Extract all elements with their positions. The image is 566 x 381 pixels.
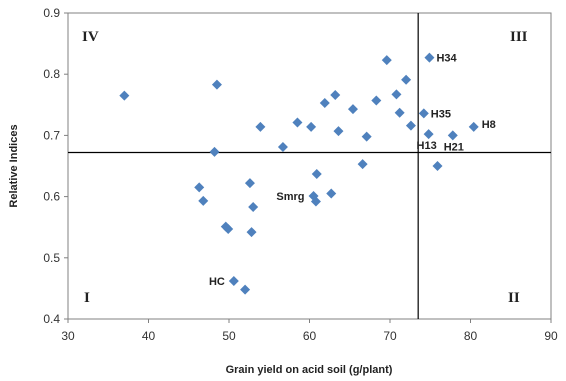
scatter-point bbox=[198, 195, 209, 206]
scatter-point bbox=[240, 284, 251, 295]
quadrant-label-iv: IV bbox=[82, 29, 99, 45]
scatter-point bbox=[432, 161, 443, 171]
scatter-point bbox=[447, 130, 458, 141]
y-tick-label: 0.8 bbox=[43, 67, 60, 81]
scatter-point bbox=[333, 126, 344, 137]
scatter-point bbox=[361, 131, 372, 142]
point-label-h35: H35 bbox=[431, 108, 451, 120]
scatter-point bbox=[391, 89, 402, 100]
x-tick-label: 30 bbox=[61, 329, 75, 343]
scatter-point bbox=[468, 121, 479, 132]
scatter-point bbox=[371, 95, 382, 106]
data-point-labels: HC Smrg H35 H13 H34 H21 H8 bbox=[209, 53, 496, 288]
scatter-point bbox=[244, 178, 255, 189]
y-tick-label: 0.9 bbox=[43, 6, 60, 20]
scatter-point bbox=[394, 107, 405, 118]
quadrant-label-ii: II bbox=[508, 290, 520, 306]
quadrant-label-iii: III bbox=[510, 29, 528, 45]
scatter-point bbox=[223, 224, 234, 235]
x-tick-label: 50 bbox=[222, 329, 236, 343]
y-tick-label: 0.5 bbox=[43, 251, 60, 265]
scatter-point bbox=[424, 52, 435, 63]
x-tick-label: 60 bbox=[303, 329, 317, 343]
y-tick-label: 0.4 bbox=[43, 312, 60, 326]
x-axis-ticks: 30 40 50 60 70 80 90 bbox=[61, 319, 558, 343]
quadrant-label-i: I bbox=[84, 290, 90, 306]
scatter-point bbox=[248, 202, 259, 213]
scatter-point bbox=[228, 276, 239, 287]
scatter-point bbox=[119, 90, 130, 101]
point-label-h21: H21 bbox=[444, 141, 464, 153]
scatter-point bbox=[277, 142, 288, 153]
scatter-point bbox=[311, 168, 322, 179]
scatter-point bbox=[319, 97, 330, 108]
scatter-point bbox=[292, 117, 303, 128]
plot-area-frame bbox=[67, 12, 552, 320]
x-tick-label: 40 bbox=[142, 329, 156, 343]
scatter-point bbox=[357, 159, 368, 170]
scatter-point bbox=[211, 79, 222, 90]
scatter-point bbox=[381, 55, 392, 66]
point-label-hc: HC bbox=[209, 276, 225, 288]
x-tick-label: 80 bbox=[464, 329, 478, 343]
point-label-h8: H8 bbox=[482, 119, 496, 131]
y-tick-label: 0.7 bbox=[43, 128, 60, 142]
x-axis-title: Grain yield on acid soil (g/plant) bbox=[226, 364, 393, 376]
scatter-point bbox=[209, 146, 220, 157]
x-tick-label: 70 bbox=[383, 329, 397, 343]
y-tick-label: 0.6 bbox=[43, 190, 60, 204]
scatter-point bbox=[306, 121, 317, 132]
scatter-point bbox=[310, 196, 321, 207]
point-label-h34: H34 bbox=[436, 53, 457, 65]
scatter-point bbox=[330, 90, 341, 101]
y-axis-title: Relative Indices bbox=[8, 124, 20, 207]
scatter-point bbox=[401, 74, 412, 85]
scatter-point bbox=[255, 121, 266, 132]
point-label-h13: H13 bbox=[417, 140, 437, 152]
scatter-point bbox=[347, 104, 358, 115]
scatter-point bbox=[194, 182, 205, 193]
y-axis-ticks: 0.4 0.5 0.6 0.7 0.8 0.9 bbox=[43, 6, 68, 326]
x-tick-label: 90 bbox=[544, 329, 558, 343]
scatter-point bbox=[423, 129, 434, 140]
scatter-point bbox=[246, 227, 257, 238]
point-label-smrg: Smrg bbox=[276, 191, 304, 203]
scatter-point bbox=[418, 108, 429, 119]
data-points bbox=[119, 52, 479, 295]
scatter-point bbox=[405, 120, 416, 131]
scatter-point bbox=[326, 188, 337, 199]
